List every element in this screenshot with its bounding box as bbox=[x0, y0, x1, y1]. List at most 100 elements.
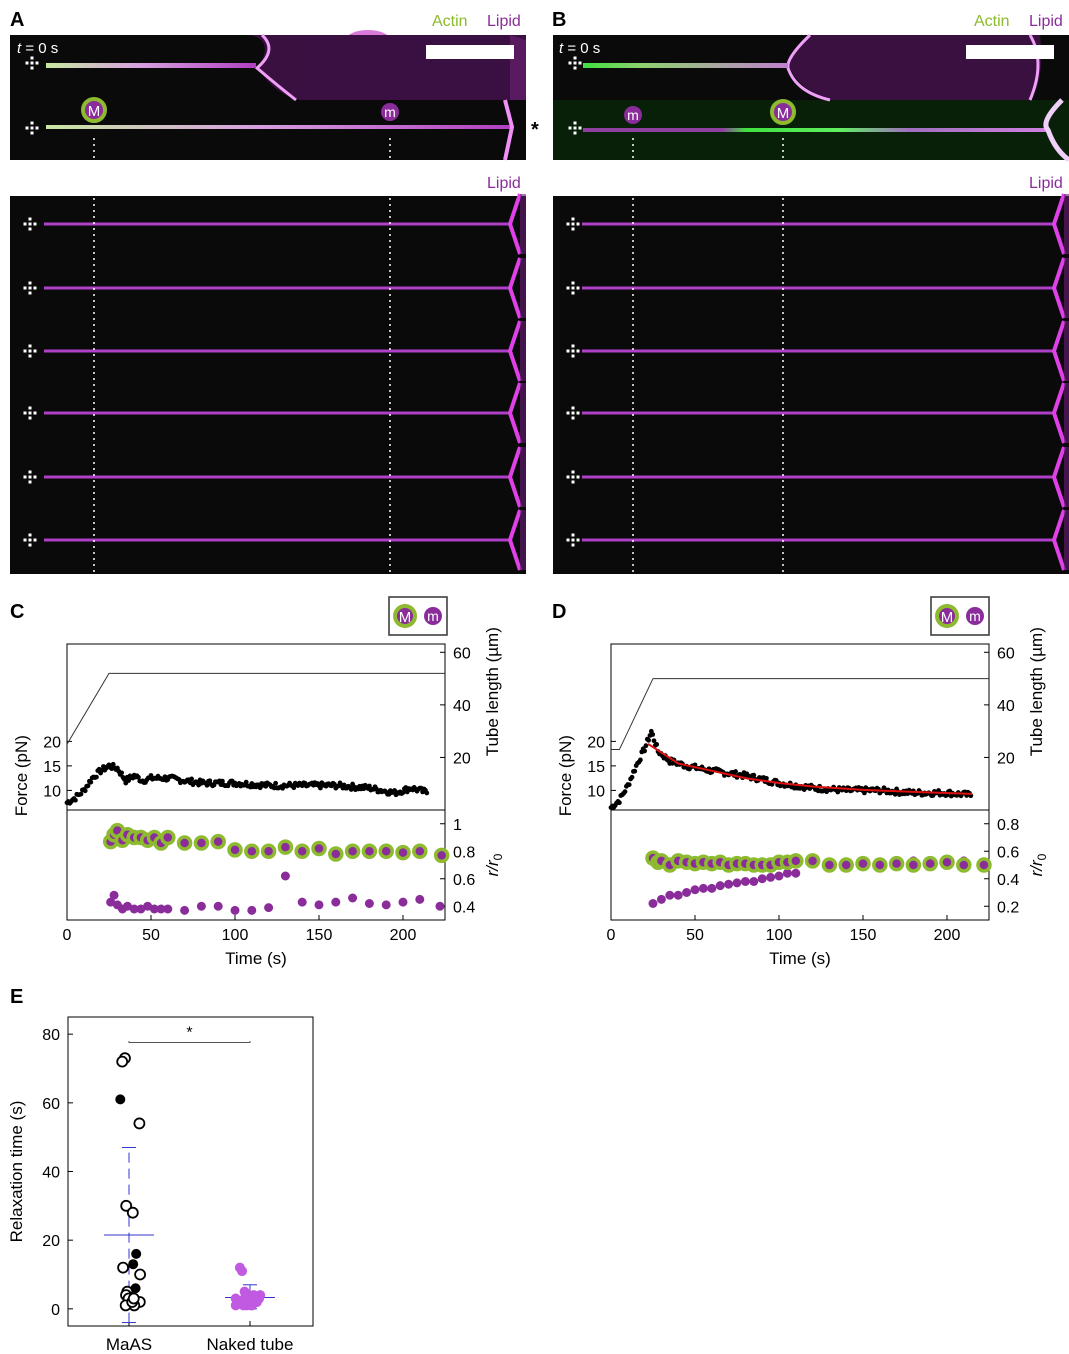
force-point bbox=[367, 783, 372, 789]
force-point bbox=[651, 738, 657, 744]
naked-point bbox=[237, 1266, 248, 1277]
marker-major-a: M bbox=[81, 97, 107, 123]
length-tick-label: 20 bbox=[997, 750, 1015, 767]
force-tick-label: 10 bbox=[43, 783, 61, 800]
force-point bbox=[424, 790, 430, 796]
ratio-tick-label: 0.8 bbox=[453, 844, 475, 861]
force-tick-label: 15 bbox=[43, 759, 61, 776]
major-ratio-point bbox=[277, 839, 294, 855]
force-point bbox=[643, 743, 649, 749]
force-point bbox=[85, 783, 91, 789]
length-tick-label: 60 bbox=[997, 645, 1015, 662]
major-ratio-point bbox=[395, 844, 411, 861]
lipid-tube bbox=[44, 411, 510, 415]
optical-trap-icon bbox=[568, 56, 582, 70]
major-ratio-point bbox=[328, 846, 344, 862]
x-axis-title: Time (s) bbox=[769, 949, 831, 968]
length-axis-title: Tube length (µm) bbox=[483, 627, 502, 756]
vesicle-edge bbox=[507, 382, 522, 444]
svg-text:M: M bbox=[88, 103, 101, 120]
ratio-tick-label: 1 bbox=[453, 817, 462, 834]
marker-minor-a: m bbox=[381, 103, 399, 121]
force-point bbox=[629, 774, 635, 780]
maas-open-point bbox=[117, 1261, 129, 1274]
minor-ratio-point bbox=[749, 877, 759, 886]
maas-open-point bbox=[133, 1117, 146, 1130]
length-tick-label: 60 bbox=[453, 645, 471, 662]
marker-major-b: M bbox=[770, 99, 796, 125]
kymo-row bbox=[23, 382, 526, 444]
legend-c: M m bbox=[388, 596, 448, 636]
major-ratio-point bbox=[260, 843, 277, 859]
minor-ratio-point bbox=[774, 871, 784, 881]
minor-ratio-point bbox=[757, 874, 767, 884]
minor-ratio-point bbox=[129, 904, 139, 914]
panel-a-merged-micrographs: t = 0 s bbox=[10, 30, 526, 161]
minor-ratio-point bbox=[264, 903, 274, 913]
tube-a-top bbox=[46, 63, 256, 68]
chart-c: 0 50 100 150 200 Time (s) 10 15 20 Force (pN) 20 40… bbox=[12, 627, 505, 968]
minor-ratio-point bbox=[314, 900, 324, 910]
ratio-axis-title: r/r0 bbox=[1027, 853, 1049, 876]
svg-text:M: M bbox=[941, 609, 954, 626]
vesicle-edge bbox=[507, 320, 522, 382]
x-tick-label: 0 bbox=[607, 927, 616, 944]
lipid-tube bbox=[44, 538, 510, 542]
force-tick-label: 20 bbox=[587, 734, 605, 751]
significance-star: * bbox=[186, 1025, 192, 1042]
panel-a-lipid-time-series bbox=[10, 56, 526, 574]
x-tick-label: 0 bbox=[63, 927, 72, 944]
force-point bbox=[126, 778, 131, 783]
minor-ratio-point bbox=[732, 878, 742, 888]
lipid-tube bbox=[582, 411, 1054, 415]
force-point bbox=[646, 737, 652, 743]
fit-curve bbox=[647, 742, 973, 795]
significance-bracket bbox=[128, 1041, 251, 1043]
force-tick-label: 10 bbox=[587, 783, 605, 800]
tube-b-bottom bbox=[583, 128, 1048, 132]
force-point bbox=[751, 772, 757, 778]
y-axis-title: Relaxation time (s) bbox=[7, 1101, 26, 1243]
optical-trap-icon bbox=[566, 344, 580, 358]
optical-trap-icon bbox=[25, 121, 39, 135]
force-point bbox=[273, 780, 278, 786]
kymo-row bbox=[23, 509, 526, 571]
optical-trap-icon bbox=[23, 344, 37, 358]
ratio-series bbox=[645, 850, 992, 908]
vesicle-edge bbox=[1051, 257, 1066, 319]
minor-ratio-point bbox=[196, 901, 206, 911]
x-tick-label: 150 bbox=[850, 927, 877, 944]
force-point bbox=[764, 775, 769, 781]
minor-ratio-point bbox=[381, 900, 391, 910]
maas-open-point bbox=[134, 1268, 146, 1281]
naked-point bbox=[230, 1300, 241, 1311]
major-ratio-point bbox=[160, 829, 176, 846]
major-ratio-point bbox=[344, 843, 361, 859]
vesicle-edge bbox=[507, 446, 522, 508]
lipid-tube bbox=[44, 349, 510, 353]
force-axis-title: Force (pN) bbox=[12, 735, 31, 816]
force-point bbox=[82, 788, 88, 794]
lipid-channel-label-b2: Lipid bbox=[1029, 175, 1063, 192]
y-tick-label: 0 bbox=[51, 1302, 60, 1319]
vesicle-edge bbox=[1051, 446, 1066, 508]
force-point bbox=[291, 785, 297, 791]
force-point bbox=[207, 778, 213, 784]
time-label-a: t = 0 s bbox=[17, 40, 58, 57]
vesicle-edge bbox=[507, 257, 522, 319]
ratio-tick-label: 0.6 bbox=[453, 872, 475, 889]
maas-open-point bbox=[120, 1199, 133, 1212]
major-ratio-point bbox=[804, 853, 821, 869]
minor-ratio-point bbox=[782, 868, 792, 878]
x-tick-label: 200 bbox=[934, 927, 961, 944]
force-point bbox=[638, 757, 643, 763]
major-ratio-point bbox=[872, 857, 888, 873]
marker-minor-b: m bbox=[624, 106, 642, 124]
lipid-tube bbox=[582, 475, 1054, 479]
force-point bbox=[243, 779, 249, 785]
major-ratio-point bbox=[244, 843, 260, 859]
svg-text:M: M bbox=[399, 609, 412, 626]
force-point bbox=[78, 791, 84, 797]
major-ratio-point bbox=[176, 835, 193, 851]
major-ratio-point bbox=[788, 853, 804, 869]
